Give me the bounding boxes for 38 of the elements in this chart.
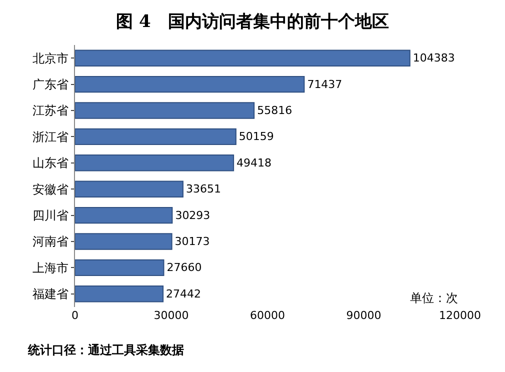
data-label: 104383 bbox=[412, 52, 455, 65]
annotation: 单位：次 bbox=[410, 291, 458, 305]
data-label: 50159 bbox=[238, 130, 274, 144]
x-tick-label: 90000 bbox=[346, 309, 382, 322]
x-tick-label: 0 bbox=[72, 309, 78, 322]
x-tick-label: 60000 bbox=[250, 309, 285, 322]
y-tick-label: 江苏省 bbox=[32, 104, 69, 118]
y-tick-label: 四川省 bbox=[32, 208, 69, 222]
data-label: 33651 bbox=[186, 182, 221, 196]
data-label: 55816 bbox=[257, 104, 292, 117]
bar bbox=[75, 50, 410, 66]
data-label: 71437 bbox=[307, 78, 342, 91]
data-label: 27660 bbox=[166, 261, 202, 274]
bar bbox=[75, 154, 234, 172]
text: 统计口径：通过工具采集数据 bbox=[27, 343, 184, 357]
bar bbox=[75, 206, 173, 224]
x-tick-label: 30000 bbox=[154, 309, 189, 322]
bar bbox=[75, 76, 305, 93]
data-label: 49418 bbox=[236, 156, 272, 170]
bar bbox=[75, 286, 164, 302]
bar bbox=[75, 102, 255, 119]
chart-title: 图 4 国内访问者集中的前十个地区 bbox=[116, 12, 389, 32]
data-label: 30173 bbox=[174, 235, 210, 248]
bar bbox=[75, 233, 172, 250]
y-tick-label: 山东省 bbox=[32, 156, 69, 170]
bar bbox=[75, 128, 236, 146]
bar bbox=[75, 259, 164, 276]
data-label: 30293 bbox=[175, 208, 210, 222]
x-tick-label: 120000 bbox=[439, 309, 481, 322]
y-tick-label: 福建省 bbox=[32, 287, 69, 302]
y-tick-label: 河南省 bbox=[32, 234, 69, 249]
y-tick-label: 浙江省 bbox=[32, 130, 69, 144]
y-tick-label: 上海市 bbox=[32, 260, 69, 275]
bar bbox=[75, 180, 184, 198]
y-tick-label: 安徽省 bbox=[32, 182, 69, 196]
y-tick-label: 广东省 bbox=[32, 78, 69, 92]
y-tick-label: 北京市 bbox=[32, 51, 69, 66]
data-label: 27442 bbox=[166, 287, 202, 300]
